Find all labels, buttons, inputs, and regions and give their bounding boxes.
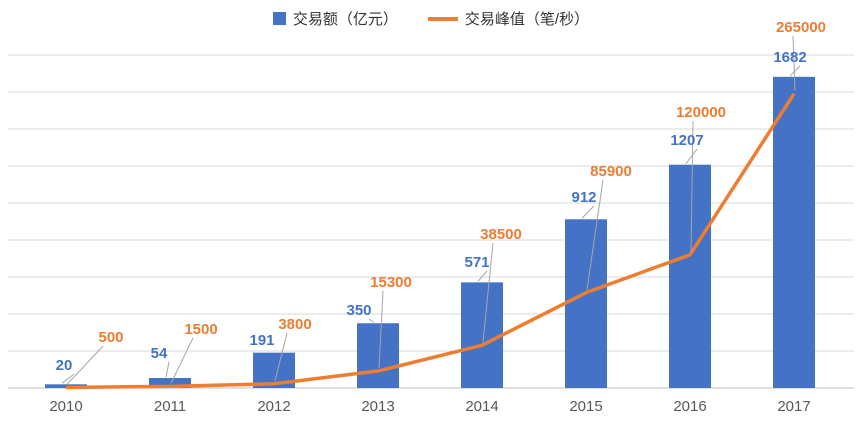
bar-2017 (773, 76, 815, 388)
x-label-2017: 2017 (777, 398, 810, 415)
line-label-2010: 500 (98, 329, 123, 346)
legend-label-line-series: 交易峰值（笔/秒） (464, 11, 590, 28)
bar-series (45, 76, 815, 388)
bar-label-2012: 191 (249, 332, 274, 349)
line-data-labels: 500 1500 3800 15300 38500 85900 120000 265000 (98, 19, 826, 346)
leader-lines (61, 35, 801, 385)
legend-label-bar-series: 交易额（亿元） (292, 11, 398, 28)
bar-2014 (461, 282, 503, 388)
line-label-2011: 1500 (184, 321, 217, 338)
bar-2013 (357, 323, 399, 388)
bar-label-2013: 350 (346, 302, 371, 319)
bar-label-2016: 1207 (670, 132, 703, 149)
gridlines (8, 54, 854, 389)
x-label-2016: 2016 (673, 398, 706, 415)
line-label-2012: 3800 (278, 316, 311, 333)
line-label-2015: 85900 (590, 163, 632, 180)
bar-label-2015: 912 (571, 189, 596, 206)
line-label-2014: 38500 (480, 226, 522, 243)
x-label-2013: 2013 (361, 398, 394, 415)
x-label-2012: 2012 (257, 398, 290, 415)
bar-label-2010: 20 (56, 357, 73, 374)
x-label-2015: 2015 (569, 398, 602, 415)
bar-series-swatch-icon (272, 12, 286, 25)
bar-data-labels: 20 54 191 350 571 912 1207 1682 (56, 49, 807, 374)
x-label-2011: 2011 (154, 398, 186, 415)
legend: 交易额（亿元） 交易峰值（笔/秒） (0, 8, 862, 29)
bar-2015 (565, 219, 607, 388)
bar-label-2011: 54 (151, 345, 168, 362)
line-label-2016: 120000 (676, 104, 726, 121)
legend-item-bar-series: 交易额（亿元） (272, 8, 398, 29)
bar-2011 (149, 378, 191, 388)
line-label-2013: 15300 (370, 274, 412, 291)
line-series (65, 92, 796, 390)
legend-item-line-series: 交易峰值（笔/秒） (427, 8, 590, 29)
line-series-swatch-icon (427, 16, 458, 21)
bar-2016 (669, 164, 711, 388)
x-label-2014: 2014 (465, 398, 498, 415)
bar-label-2017: 1682 (773, 49, 806, 66)
x-label-2010: 2010 (49, 398, 82, 415)
bar-label-2014: 571 (464, 254, 489, 271)
line-label-2017: 265000 (776, 19, 826, 36)
x-axis-labels: 2010 2011 2012 2013 2014 2015 2016 2017 (49, 398, 810, 415)
